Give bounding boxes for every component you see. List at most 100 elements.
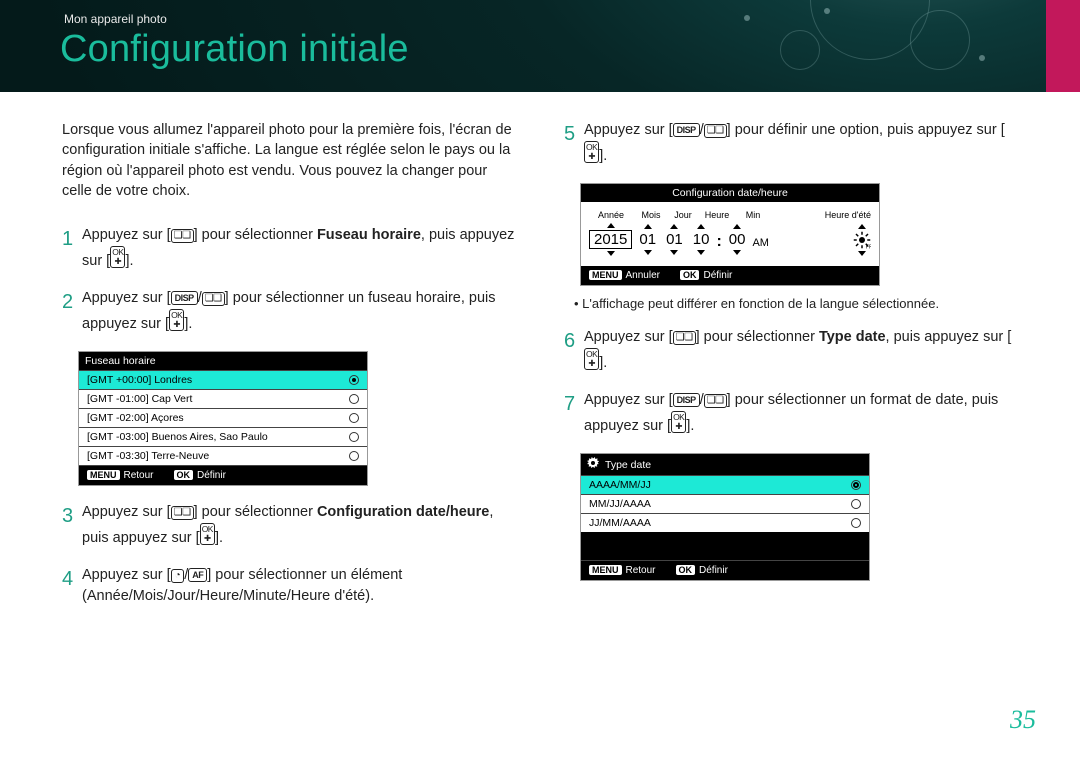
- minute-stepper[interactable]: 00: [726, 224, 749, 255]
- step-text: ].: [184, 316, 192, 332]
- ok-icon: OK✚: [110, 246, 125, 268]
- step-bold: Configuration date/heure: [317, 504, 489, 520]
- step-text: ].: [686, 418, 694, 434]
- arrow-up-icon: [858, 224, 866, 229]
- menu-back-button[interactable]: MENURetour: [589, 565, 656, 576]
- hour-stepper[interactable]: 10: [690, 224, 713, 255]
- arrow-up-icon: [670, 224, 678, 229]
- step-text: ].: [215, 530, 223, 546]
- page-title: Configuration initiale: [60, 28, 409, 71]
- step-number: 1: [62, 225, 76, 272]
- step-text: ] pour sélectionner: [696, 329, 819, 345]
- timezone-row[interactable]: [GMT -03:00] Buenos Aires, Sao Paulo: [79, 427, 367, 446]
- minute-value: 00: [726, 231, 749, 248]
- step-text: ] pour sélectionner: [194, 504, 317, 520]
- panel-footer: MENURetour OKDéfinir: [581, 560, 869, 580]
- ok-icon: OK✚: [671, 411, 686, 433]
- colon: :: [716, 227, 721, 251]
- step-4: 4 Appuyez sur [◔/AF] pour sélectionner u…: [62, 565, 516, 607]
- intro-text: Lorsque vous allumez l'appareil photo po…: [62, 120, 516, 201]
- radio-icon: [851, 499, 861, 509]
- type-date-panel: Type date AAAA/MM/JJ MM/JJ/AAAA JJ/MM/AA…: [580, 453, 870, 581]
- ok-set-button[interactable]: OKDéfinir: [680, 270, 732, 281]
- month-stepper[interactable]: 01: [636, 224, 659, 255]
- step-bold: Type date: [819, 329, 886, 345]
- step-number: 6: [564, 327, 578, 374]
- row-label: [GMT -01:00] Cap Vert: [87, 393, 192, 405]
- timezone-row[interactable]: [GMT -01:00] Cap Vert: [79, 389, 367, 408]
- step-5: 5 Appuyez sur [DISP/❏❏] pour définir une…: [564, 120, 1018, 167]
- step-number: 3: [62, 502, 76, 549]
- panel-empty-area: [581, 532, 869, 560]
- left-column: Lorsque vous allumez l'appareil photo po…: [62, 120, 516, 623]
- decorative-dot: [744, 15, 750, 21]
- radio-icon: [851, 518, 861, 528]
- decorative-dot: [824, 8, 830, 14]
- radio-icon: [349, 432, 359, 442]
- dst-stepper[interactable]: FF: [853, 222, 871, 256]
- arrow-down-icon: [697, 250, 705, 255]
- burst-icon: ❏❏: [171, 506, 194, 520]
- step-number: 7: [564, 390, 578, 437]
- datetime-panel: Configuration date/heure Année Mois Jour…: [580, 183, 880, 286]
- row-label: MM/JJ/AAAA: [589, 498, 651, 510]
- row-label: AAAA/MM/JJ: [589, 479, 651, 491]
- note-text: L'affichage peut différer en fonction de…: [564, 296, 1018, 311]
- year-stepper[interactable]: 2015: [589, 223, 632, 256]
- step-text: ].: [125, 253, 133, 269]
- panel-title: Configuration date/heure: [581, 184, 879, 202]
- step-number: 5: [564, 120, 578, 167]
- datetime-labels: Année Mois Jour Heure Min Heure d'été: [589, 210, 871, 220]
- row-label: [GMT +00:00] Londres: [87, 374, 192, 386]
- burst-icon: ❏❏: [673, 331, 696, 345]
- timezone-row[interactable]: [GMT +00:00] Londres: [79, 370, 367, 389]
- step-1: 1 Appuyez sur [❏❏] pour sélectionner Fus…: [62, 225, 516, 272]
- ampm-value: AM: [752, 230, 769, 249]
- step-number: 4: [62, 565, 76, 607]
- arrow-down-icon: [858, 251, 866, 256]
- timezone-row[interactable]: [GMT -03:30] Terre-Neuve: [79, 446, 367, 465]
- panel-footer: MENURetour OKDéfinir: [79, 465, 367, 485]
- step-2: 2 Appuyez sur [DISP/❏❏] pour sélectionne…: [62, 288, 516, 335]
- disp-icon: DISP: [673, 123, 700, 137]
- step-3: 3 Appuyez sur [❏❏] pour sélectionner Con…: [62, 502, 516, 549]
- step-text: , puis appuyez sur [: [886, 329, 1012, 345]
- menu-back-button[interactable]: MENURetour: [87, 470, 154, 481]
- step-6: 6 Appuyez sur [❏❏] pour sélectionner Typ…: [564, 327, 1018, 374]
- hour-value: 10: [690, 231, 713, 248]
- burst-icon: ❏❏: [171, 229, 194, 243]
- arrow-down-icon: [644, 250, 652, 255]
- step-text: ] pour définir une option, puis appuyez …: [727, 122, 1005, 138]
- menu-cancel-button[interactable]: MENUAnnuler: [589, 270, 660, 281]
- panel-footer: MENUAnnuler OKDéfinir: [581, 266, 879, 285]
- timezone-row[interactable]: [GMT -02:00] Açores: [79, 408, 367, 427]
- arrow-down-icon: [733, 250, 741, 255]
- header-accent-stripe: [1046, 0, 1080, 92]
- type-date-row[interactable]: AAAA/MM/JJ: [581, 475, 869, 494]
- decorative-circle: [780, 30, 820, 70]
- arrow-up-icon: [733, 224, 741, 229]
- step-text: Appuyez sur [: [584, 392, 673, 408]
- burst-icon: ❏❏: [202, 292, 225, 306]
- step-text: ].: [599, 355, 607, 371]
- ok-set-button[interactable]: OKDéfinir: [174, 470, 226, 481]
- burst-icon: ❏❏: [704, 124, 727, 138]
- ok-icon: OK✚: [200, 523, 215, 545]
- arrow-up-icon: [607, 223, 615, 228]
- ok-icon: OK✚: [584, 141, 599, 163]
- burst-icon: ❏❏: [704, 394, 727, 408]
- decorative-dot: [979, 55, 985, 61]
- step-text: Appuyez sur [: [82, 227, 171, 243]
- step-text: ] pour sélectionner: [194, 227, 317, 243]
- page-body: Lorsque vous allumez l'appareil photo po…: [0, 92, 1080, 623]
- step-number: 2: [62, 288, 76, 335]
- ok-set-button[interactable]: OKDéfinir: [676, 565, 728, 576]
- step-7: 7 Appuyez sur [DISP/❏❏] pour sélectionne…: [564, 390, 1018, 437]
- day-stepper[interactable]: 01: [663, 224, 686, 255]
- arrow-up-icon: [697, 224, 705, 229]
- type-date-row[interactable]: MM/JJ/AAAA: [581, 494, 869, 513]
- arrow-up-icon: [644, 224, 652, 229]
- row-label: JJ/MM/AAAA: [589, 517, 651, 529]
- type-date-row[interactable]: JJ/MM/AAAA: [581, 513, 869, 532]
- page-number: 35: [1010, 705, 1036, 735]
